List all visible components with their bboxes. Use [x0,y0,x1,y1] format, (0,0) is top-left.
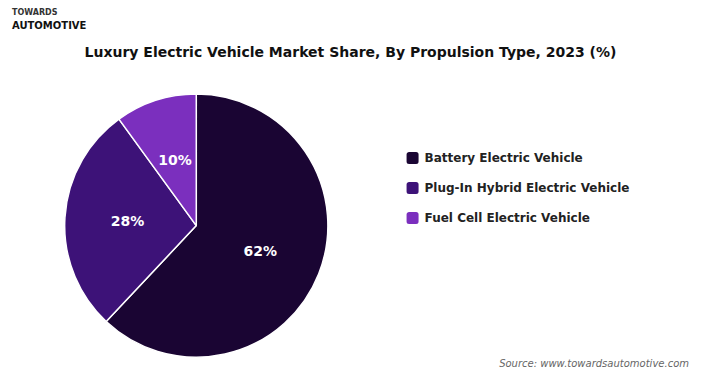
svg-text:AUTOMOTIVE: AUTOMOTIVE [12,20,87,31]
svg-text:62%: 62% [243,243,277,259]
svg-text:Plug-In Hybrid Electric Vehicl: Plug-In Hybrid Electric Vehicle [425,181,630,195]
svg-text:Luxury Electric Vehicle Market: Luxury Electric Vehicle Market Share, By… [85,44,617,60]
svg-text:28%: 28% [111,213,145,229]
svg-text:Battery Electric Vehicle: Battery Electric Vehicle [425,151,583,165]
svg-text:Source: www.towardsautomotive.: Source: www.towardsautomotive.com [499,358,689,369]
svg-text:Fuel Cell Electric Vehicle: Fuel Cell Electric Vehicle [425,211,590,225]
svg-text:TOWARDS: TOWARDS [12,8,58,17]
svg-text:10%: 10% [158,152,192,168]
